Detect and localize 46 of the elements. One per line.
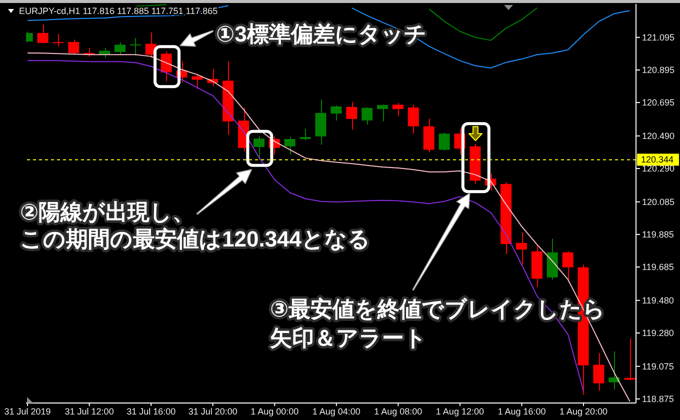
candlestick [68, 39, 80, 56]
candlestick [37, 24, 48, 44]
y-tick-label: 120.085 [642, 197, 675, 208]
x-tick-label: 1 Aug 20:00 [559, 406, 608, 416]
y-tick-label: 120.695 [642, 98, 675, 108]
candlestick [114, 42, 126, 56]
x-tick-label: 31 Jul 20:00 [188, 406, 238, 416]
y-tick-label: 119.280 [642, 328, 674, 338]
candlestick [52, 33, 64, 47]
candlestick [516, 232, 527, 266]
candlestick [562, 251, 574, 282]
candlestick [423, 118, 434, 153]
x-tick-label: 31 Jul 12:00 [64, 406, 114, 416]
y-tick-label: 119.075 [642, 362, 674, 372]
x-tick-label: 1 Aug 08:00 [374, 406, 422, 416]
x-tick-label: 31 Jul 16:00 [126, 406, 176, 416]
y-tick-label: 119.685 [642, 262, 674, 272]
candlestick [330, 105, 342, 121]
candlestick [346, 101, 358, 130]
x-tick-label: 1 Aug 16:00 [498, 406, 546, 416]
y-tick-label: 118.875 [642, 394, 674, 404]
y-tick-label: 121.095 [642, 32, 675, 43]
x-tick-label: 1 Aug 12:00 [436, 406, 484, 416]
ref-line-label: 120.344 [641, 154, 674, 165]
y-tick-label: 119.480 [642, 296, 674, 306]
y-tick-label: 120.490 [642, 131, 675, 142]
candlestick [377, 104, 388, 122]
y-tick-label: 120.895 [642, 65, 675, 76]
candlestick [130, 38, 141, 56]
y-tick-label: 119.885 [642, 230, 674, 240]
candlestick [315, 99, 326, 146]
candlestick [593, 352, 604, 392]
candlestick [300, 128, 311, 141]
candlestick [608, 350, 620, 390]
candlestick [284, 136, 296, 156]
candlestick [362, 106, 373, 126]
x-tick-label: 1 Aug 00:00 [250, 406, 299, 416]
candlestick [438, 132, 450, 152]
y-tick-label: 120.290 [642, 164, 675, 174]
x-tick-label: 1 Aug 04:00 [312, 406, 360, 416]
candlestick [160, 50, 172, 82]
candlestick [253, 136, 264, 160]
annotation: ②陽線が出現し、この期間の最安値は120.344となる [20, 200, 371, 252]
candlestick [392, 102, 404, 116]
x-tick-label: 31 Jul 2019 [4, 406, 51, 416]
candlestick [408, 104, 419, 134]
